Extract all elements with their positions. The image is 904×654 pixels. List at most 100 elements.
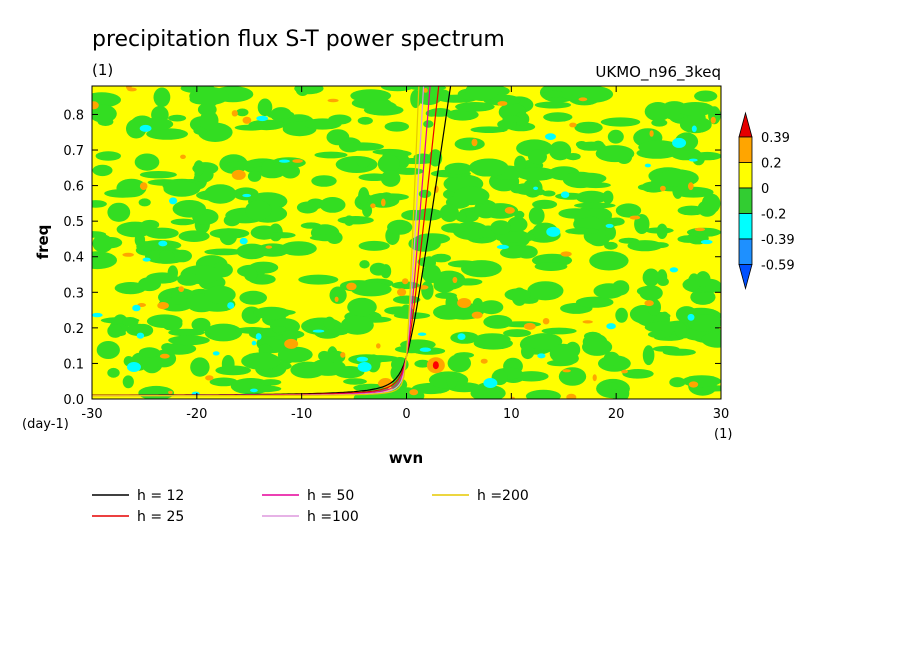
field-patch (652, 345, 680, 352)
colorbar-label: 0.2 (761, 157, 782, 172)
field-patch (204, 248, 244, 256)
field-patch (244, 267, 258, 282)
field-patch (514, 155, 527, 172)
field-patch (318, 350, 331, 362)
field-patch (593, 283, 625, 299)
field-patch (347, 297, 377, 317)
field-patch (534, 262, 568, 271)
field-patch (600, 117, 641, 127)
field-patch (605, 225, 616, 240)
field-patch (170, 218, 196, 226)
field-speck (457, 333, 466, 340)
field-speck (560, 191, 570, 198)
x-tick-label: -20 (186, 407, 207, 422)
field-speck (168, 390, 173, 395)
field-patch (637, 184, 652, 191)
field-speck (504, 207, 515, 214)
colorbar-label: -0.2 (761, 208, 786, 223)
field-patch (303, 118, 342, 130)
field-patch (589, 251, 629, 271)
field-patch (543, 112, 573, 122)
field-patch (595, 145, 635, 163)
field-patch (602, 190, 614, 204)
colorbar: 0.39 0.2 0 -0.2 -0.39 -0.59 (738, 111, 795, 291)
field-patch (96, 341, 120, 359)
field-speck (688, 182, 694, 191)
field-patch (295, 86, 310, 96)
field-patch (193, 160, 205, 176)
field-speck (621, 369, 628, 374)
field-patch (92, 251, 117, 270)
field-speck (231, 110, 238, 117)
field-speck (688, 381, 699, 388)
field-patch (233, 187, 259, 201)
y-tick-label: 0.5 (63, 215, 84, 230)
field-patch (393, 312, 431, 319)
field-speck (92, 101, 99, 110)
field-feature (357, 361, 372, 372)
field-speck (265, 245, 273, 249)
field-patch (122, 317, 139, 327)
colorbar-label: 0 (761, 182, 769, 197)
field-feature (378, 377, 393, 388)
field-patch (474, 333, 511, 346)
field-patch (92, 164, 113, 177)
field-feature (432, 361, 439, 370)
field-patch (516, 167, 557, 181)
y-tick-label: 0.2 (63, 322, 84, 337)
field-patch (644, 227, 674, 234)
field-patch (92, 104, 117, 123)
field-feature (231, 169, 246, 180)
field-patch (209, 377, 238, 387)
field-patch (603, 351, 620, 366)
field-patch (296, 201, 319, 214)
field-patch (241, 352, 281, 370)
y-tick-label: 0.4 (63, 251, 84, 266)
field-patch (410, 89, 421, 109)
field-speck (346, 282, 357, 291)
field-feature (483, 377, 498, 388)
field-patch (627, 240, 663, 252)
field-patch (221, 355, 235, 373)
field-patch (116, 221, 154, 238)
field-speck (691, 125, 697, 133)
field-patch (344, 215, 355, 226)
field-speck (157, 302, 169, 310)
field-patch (377, 154, 400, 174)
y-tick-label: 0.3 (63, 286, 84, 301)
x-tick-label: -30 (81, 407, 102, 422)
field-patch (261, 159, 276, 176)
field-patch (309, 234, 343, 241)
field-patch (514, 210, 525, 219)
field-patch (690, 289, 716, 305)
field-patch (639, 285, 663, 301)
x-tick-label: 10 (503, 407, 520, 422)
field-patch (387, 219, 413, 235)
field-patch (401, 209, 428, 221)
field-patch (669, 377, 686, 388)
field-patch (507, 216, 528, 233)
field-patch (421, 280, 434, 300)
colorbar-segment (738, 238, 753, 265)
field-patch (439, 204, 459, 222)
field-patch (651, 119, 668, 127)
field-speck (605, 223, 614, 228)
field-patch (494, 231, 536, 243)
field-speck (212, 351, 220, 356)
field-patch (701, 331, 721, 348)
field-patch (562, 171, 599, 189)
field-speck (560, 251, 572, 257)
field-patch (526, 333, 563, 350)
field-speck (710, 116, 716, 124)
field-patch (592, 140, 605, 150)
field-patch (168, 114, 187, 122)
field-patch (138, 347, 161, 358)
field-patch (701, 193, 721, 214)
field-patch (92, 234, 114, 253)
field-speck (127, 87, 137, 92)
field-patch (622, 369, 654, 379)
field-speck (239, 237, 248, 245)
field-patch (515, 245, 538, 259)
spectrum-field (92, 86, 721, 399)
field-speck (169, 197, 178, 205)
